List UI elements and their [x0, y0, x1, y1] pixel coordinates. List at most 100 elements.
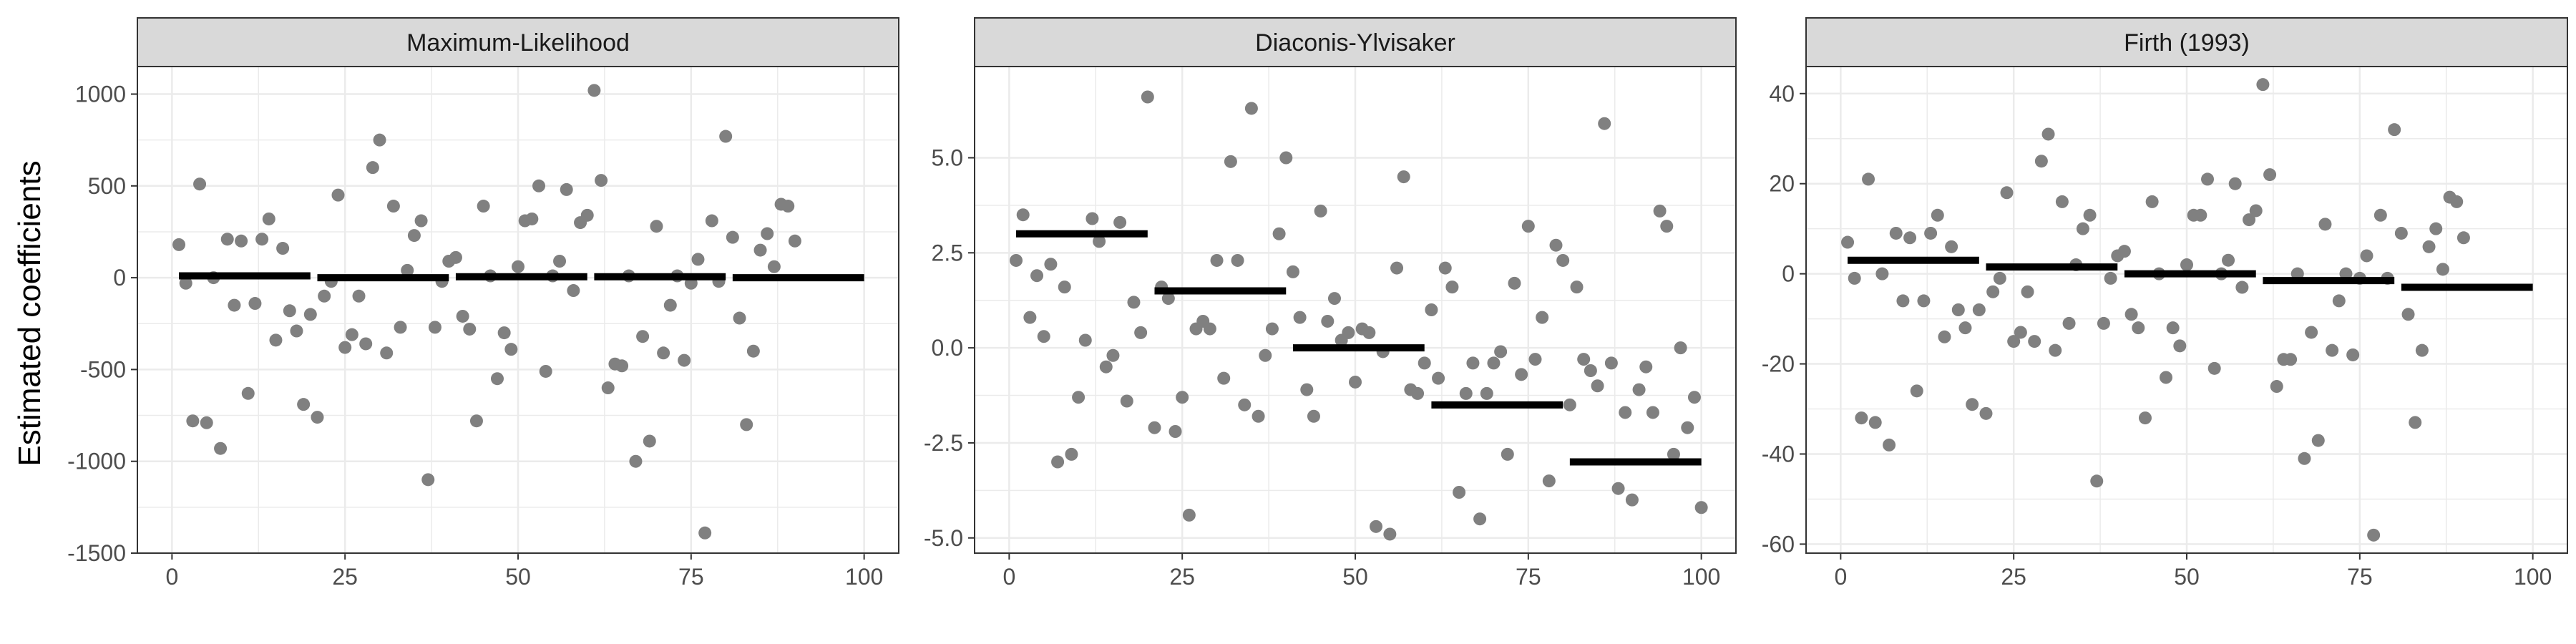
- data-point: [1418, 356, 1431, 370]
- facet-strip: [137, 17, 899, 67]
- data-point: [1563, 398, 1576, 411]
- data-point: [615, 359, 629, 373]
- data-point: [1370, 519, 1383, 533]
- data-point: [193, 177, 207, 191]
- x-tick-label: 75: [1516, 564, 1541, 590]
- data-point: [1307, 409, 1320, 423]
- data-point: [235, 234, 248, 248]
- data-point: [228, 298, 241, 312]
- y-tick-label: 0: [1782, 261, 1795, 287]
- y-tick-label: -5.0: [924, 525, 963, 551]
- data-point: [1528, 353, 1542, 366]
- data-point: [1106, 348, 1120, 362]
- data-point: [345, 328, 358, 341]
- data-point: [1397, 170, 1410, 184]
- data-point: [705, 214, 718, 228]
- data-point: [1570, 280, 1584, 294]
- data-point: [1099, 360, 1113, 374]
- data-point: [1085, 212, 1099, 225]
- data-point: [1182, 508, 1196, 522]
- data-point: [373, 133, 386, 147]
- data-point: [2055, 195, 2069, 208]
- y-tick-label: 1000: [75, 81, 126, 107]
- data-point: [2243, 213, 2256, 227]
- data-point: [1300, 383, 1314, 396]
- data-point: [449, 250, 462, 264]
- data-point: [359, 337, 373, 351]
- data-point: [1619, 406, 1632, 419]
- data-point: [1660, 220, 1674, 233]
- data-point: [386, 200, 400, 213]
- y-tick-label: -1000: [67, 449, 126, 474]
- data-point: [2076, 222, 2089, 235]
- data-point: [1078, 333, 1092, 347]
- data-point: [1286, 265, 1299, 278]
- data-point: [2222, 253, 2235, 267]
- x-tick-label: 0: [1002, 564, 1015, 590]
- data-point: [1459, 386, 1473, 400]
- data-point: [643, 434, 656, 448]
- facet-title: Firth (1993): [2124, 29, 2250, 57]
- data-point: [2228, 177, 2242, 190]
- x-tick-label: 75: [2347, 564, 2373, 590]
- data-point: [1134, 326, 1148, 339]
- data-point: [2007, 335, 2021, 348]
- data-point: [1868, 416, 1882, 429]
- data-point: [525, 212, 539, 225]
- data-point: [366, 161, 379, 175]
- data-point: [2235, 280, 2249, 294]
- x-tick-label: 100: [845, 564, 883, 590]
- data-point: [2201, 172, 2215, 186]
- data-point: [2249, 204, 2263, 218]
- data-point: [1321, 314, 1335, 328]
- data-point: [678, 353, 691, 367]
- data-point: [1681, 421, 1694, 434]
- x-tick-label: 100: [2514, 564, 2552, 590]
- data-point: [2318, 218, 2332, 231]
- data-point: [1327, 292, 1341, 306]
- data-point: [1542, 474, 1556, 488]
- data-point: [629, 454, 643, 468]
- data-point: [2360, 249, 2373, 263]
- data-point: [1051, 455, 1065, 469]
- data-point: [311, 411, 324, 424]
- data-point: [2367, 528, 2381, 542]
- data-point: [318, 289, 331, 303]
- data-point: [1979, 406, 1993, 420]
- data-point: [186, 414, 200, 428]
- data-point: [1016, 208, 1030, 222]
- data-point: [421, 473, 435, 487]
- data-point: [657, 346, 670, 360]
- panel-2: 0 25 50 75 100 -5.0 -2.5 0.0 2.5 5.0 Diaconis-Ylvi…: [924, 17, 1737, 590]
- data-point: [2270, 380, 2283, 394]
- data-point: [1466, 356, 1480, 370]
- data-point: [1037, 330, 1050, 343]
- y-tick-label: -1500: [67, 540, 126, 566]
- data-point: [719, 130, 733, 143]
- x-tick-label: 25: [332, 564, 358, 590]
- data-point: [1238, 398, 1252, 411]
- data-point: [767, 260, 781, 273]
- data-point: [1169, 425, 1182, 438]
- data-point: [2104, 271, 2117, 285]
- data-point: [1494, 345, 1508, 358]
- data-point: [1841, 235, 1855, 249]
- data-point: [1487, 356, 1501, 370]
- data-point: [1224, 155, 1237, 168]
- data-point: [2311, 434, 2325, 447]
- data-point: [1072, 391, 1085, 404]
- data-point: [504, 343, 518, 356]
- data-point: [1883, 438, 1896, 452]
- data-point: [1862, 172, 1875, 186]
- data-point: [1425, 303, 1438, 316]
- data-point: [283, 304, 296, 318]
- x-tick-label: 50: [2174, 564, 2200, 590]
- data-point: [1272, 227, 1286, 240]
- data-point: [1958, 321, 1972, 335]
- data-point: [2284, 353, 2298, 366]
- data-point: [2000, 186, 2014, 200]
- data-point: [1252, 409, 1265, 423]
- data-point: [1577, 353, 1591, 366]
- data-point: [2409, 416, 2422, 429]
- data-point: [636, 330, 650, 343]
